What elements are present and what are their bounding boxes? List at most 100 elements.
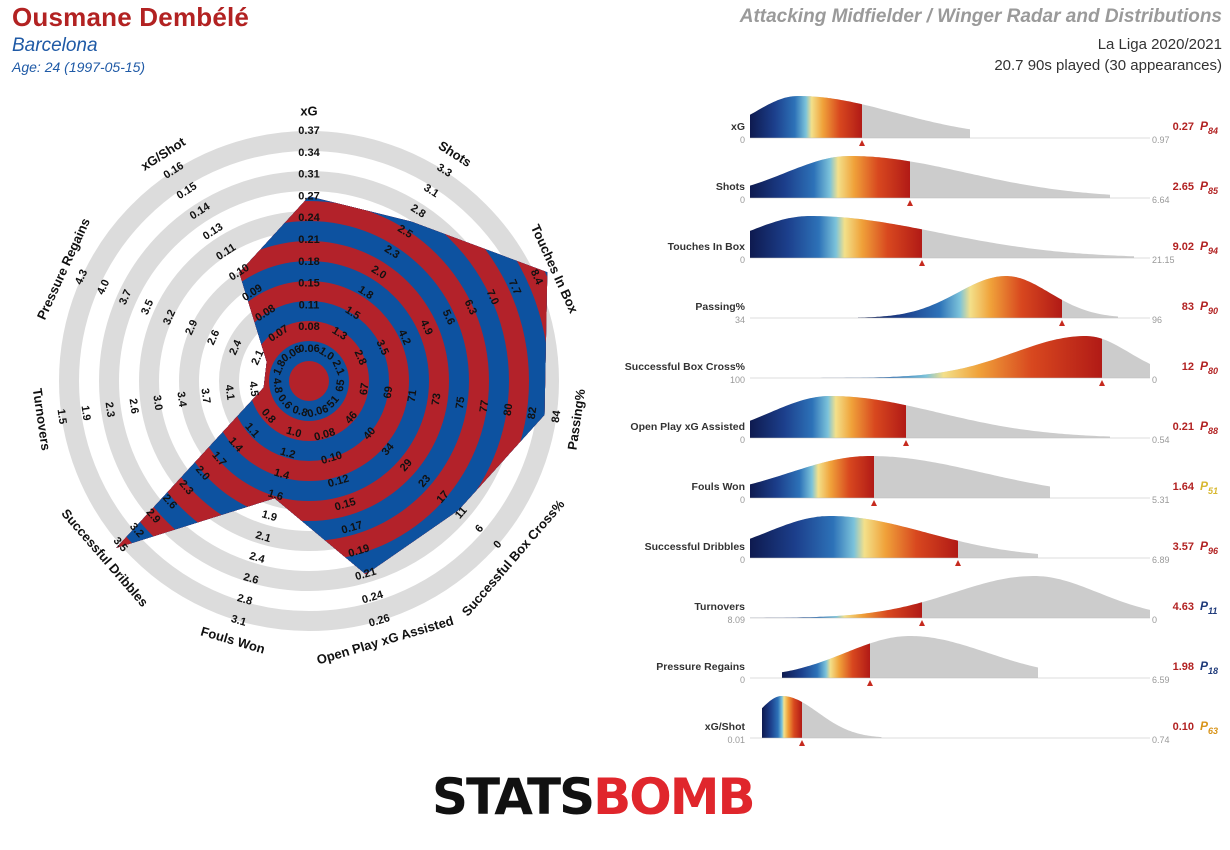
metric-percentile: P63 [1200, 719, 1218, 736]
value-marker [867, 680, 873, 686]
distribution-curve [750, 576, 1150, 618]
metric-label: Successful Box Cross% [625, 361, 746, 373]
distribution-fill [750, 516, 958, 558]
value-marker [903, 440, 909, 446]
radar-tick-label: 3.1 [230, 613, 248, 629]
distribution-fill [750, 336, 1102, 378]
metric-percentile: P85 [1200, 179, 1219, 196]
radar-tick-label: 0.27 [298, 190, 319, 202]
radar-tick-label: 2.3 [102, 401, 116, 418]
radar-tick-label: 1.9 [78, 405, 92, 422]
radar-tick-label: 0.15 [298, 278, 319, 290]
metric-label: Open Play xG Assisted [630, 421, 745, 433]
radar-tick-label: 0.34 [298, 147, 320, 159]
distribution-row: Touches In Box 0 21.15 9.02 P94 [668, 216, 1218, 266]
radar-tick-label: 0.21 [354, 566, 378, 584]
distribution-fill [750, 396, 906, 438]
radar-tick-label: 0.26 [367, 612, 391, 630]
metric-min: 100 [730, 375, 745, 385]
radar-tick-label: 0.19 [347, 542, 371, 560]
metric-min: 0 [740, 255, 745, 265]
radar-tick-label: 0.31 [298, 169, 319, 181]
radar-tick-label: 0.37 [298, 125, 319, 137]
radar-tick-label: 2.1 [329, 358, 346, 377]
radar-tick-label: 80 [502, 403, 516, 417]
radar-tick-label: 3.5 [374, 338, 391, 357]
radar-tick-label: 1.8 [271, 358, 288, 377]
radar-axis-label: xG [300, 104, 317, 119]
radar-tick-label: 1.0 [285, 425, 303, 441]
radar-tick-label: 3.2 [161, 308, 178, 327]
metric-value: 1.98 [1173, 661, 1194, 673]
player-age: Age: 24 (1997-05-15) [12, 59, 146, 75]
distribution-fill [750, 602, 922, 618]
radar-axis-label: Fouls Won [199, 624, 267, 657]
metric-percentile: P18 [1200, 659, 1218, 676]
distribution-row: Open Play xG Assisted 0 0.540.21 P88 [630, 396, 1218, 446]
distribution-fill [782, 643, 870, 678]
radar-tick-label: 0.8 [291, 404, 309, 420]
metric-max: 5.31 [1152, 495, 1170, 505]
radar-tick-label: 2.1 [254, 529, 272, 545]
radar-tick-label: 0.18 [298, 256, 319, 268]
metric-percentile: P88 [1200, 419, 1218, 436]
value-marker [919, 260, 925, 266]
metric-min: 0 [740, 675, 745, 685]
metric-max: 0.97 [1152, 135, 1170, 145]
distribution-row: Shots 0 6.642.65 P85 [716, 156, 1219, 206]
metric-percentile: P96 [1200, 539, 1219, 556]
metric-percentile: P94 [1200, 239, 1218, 256]
metric-value: 0.27 [1173, 121, 1194, 133]
radar-tick-label: 0.08 [313, 426, 337, 444]
radar-tick-label: 82 [526, 406, 540, 420]
radar-tick-label: 0.10 [320, 449, 344, 467]
metric-max: 0 [1152, 375, 1157, 385]
metric-max: 6.64 [1152, 195, 1170, 205]
radar-chart: 0.06 0.08 0.11 0.15 0.18 0.21 0.24 0.27 0.31 0.34… [30, 104, 588, 668]
metric-value: 4.63 [1173, 601, 1194, 613]
radar-tick-label: 2.9 [183, 318, 200, 337]
radar-tick-label: 0.24 [298, 212, 320, 224]
player-header: Ousmane Dembélé Barcelona Age: 24 (1997-… [12, 2, 249, 75]
distribution-fill [858, 276, 1062, 318]
radar-tick-label: 3.4 [174, 391, 188, 409]
distribution-row: Fouls Won 0 5.311.64 P51 [692, 456, 1218, 506]
distribution-fill [762, 696, 802, 738]
metric-max: 96 [1152, 315, 1162, 325]
radar-tick-label: 0.11 [299, 299, 320, 311]
value-marker [1099, 380, 1105, 386]
metric-value: 3.57 [1173, 541, 1194, 553]
distribution-row: Pressure Regains 0 6.591.98 P18 [656, 636, 1218, 686]
radar-tick-label: 69 [382, 385, 396, 399]
distribution-fill [750, 456, 874, 498]
radar-tick-label: 7.7 [506, 278, 523, 297]
metric-min: 34 [735, 315, 745, 325]
radar-band [289, 361, 329, 401]
radar-tick-label: 3.5 [139, 298, 156, 317]
distribution-row: Successful Dribbles 0 6.893.57 P96 [645, 516, 1219, 566]
radar-tick-label: 4.2 [396, 328, 413, 347]
metric-value: 83 [1182, 301, 1194, 313]
radar-tick-label: 0.17 [340, 519, 364, 537]
radar-tick-label: 1.9 [260, 508, 278, 524]
metric-label: Shots [716, 181, 745, 193]
distribution-row: xG/Shot 0.01 0.740.10 P63 [705, 696, 1218, 746]
radar-tick-label: 4.5 [246, 381, 260, 398]
radar-tick-label: 2.6 [242, 571, 260, 587]
radar-tick-label: 84 [550, 409, 564, 424]
radar-tick-label: 2.1 [249, 348, 266, 367]
radar-tick-label: 6.3 [462, 298, 479, 317]
radar-tick-label: 5.6 [440, 308, 457, 327]
metric-max: 6.89 [1152, 555, 1170, 565]
metric-max: 0.54 [1152, 435, 1170, 445]
metric-label: xG/Shot [705, 721, 746, 733]
radar-tick-label: 3.7 [117, 288, 134, 307]
radar-tick-label: 0.08 [298, 321, 319, 333]
radar-tick-label: 1.2 [279, 446, 297, 462]
radar-tick-label: 2.6 [126, 398, 140, 415]
metric-label: Touches In Box [668, 241, 746, 253]
metric-label: Turnovers [694, 601, 745, 613]
radar-ring [59, 131, 559, 631]
value-marker [871, 500, 877, 506]
distribution-row: Turnovers 8.09 0 4.63 P11 [694, 576, 1217, 626]
